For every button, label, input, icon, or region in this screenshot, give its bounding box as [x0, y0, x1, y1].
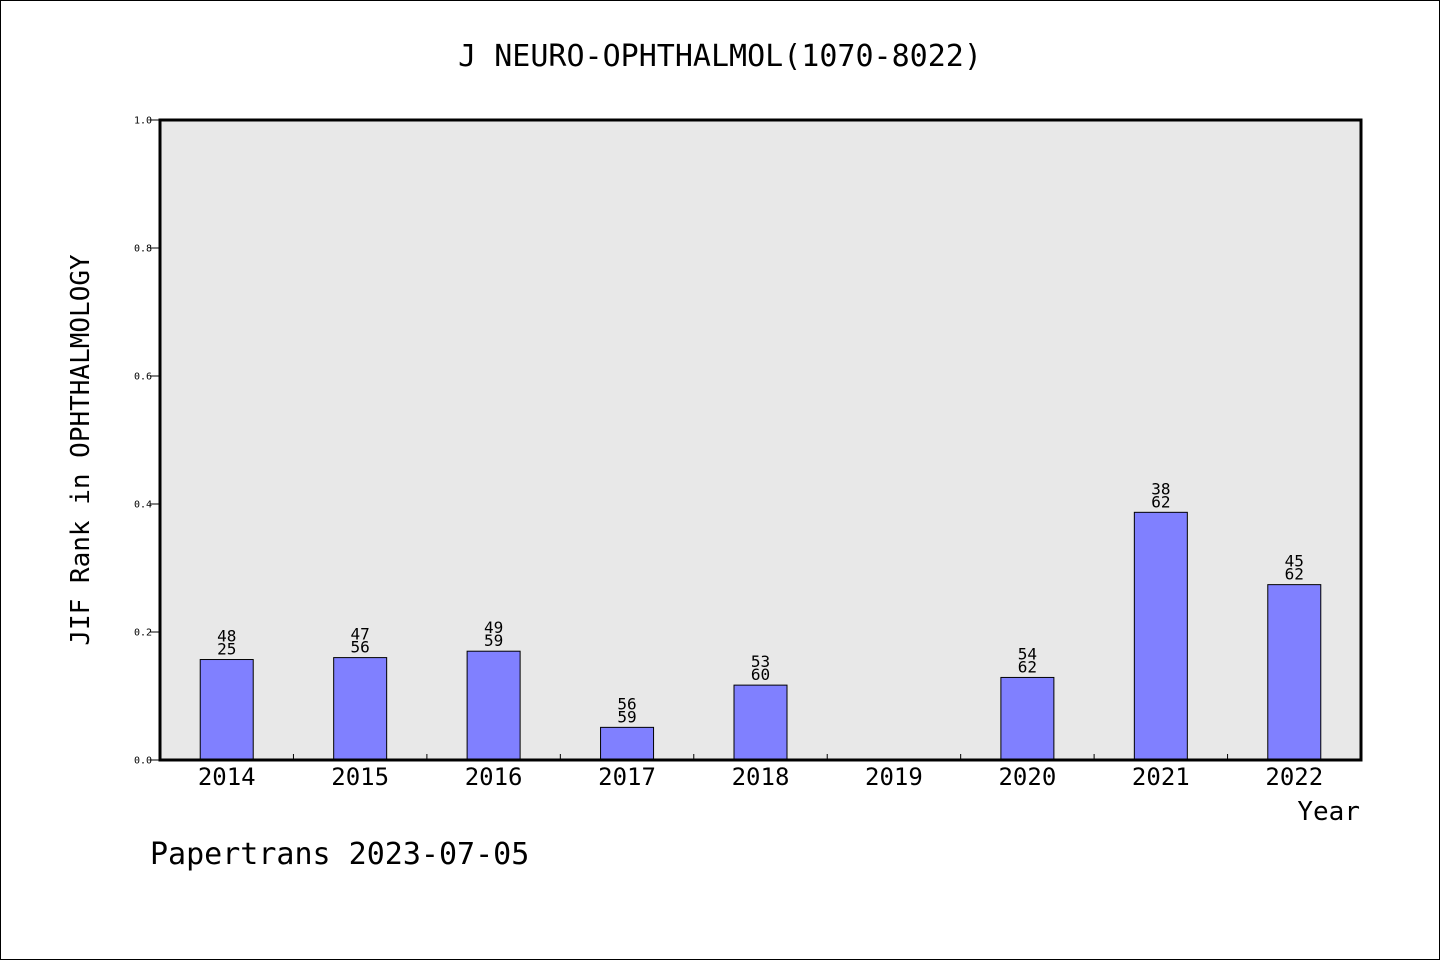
bar-label-top: 38 — [1151, 479, 1170, 498]
bar-label-top: 47 — [351, 625, 370, 644]
x-tick-label: 2019 — [865, 763, 923, 791]
bar-label-bottom: 62 — [1018, 657, 1037, 676]
y-axis-label: JIF Rank in OPHTHALMOLOGY — [66, 254, 96, 646]
bar-2014 — [199, 659, 254, 761]
bar-2015 — [333, 657, 388, 761]
bar-label-bottom: 62 — [1285, 565, 1304, 584]
x-tick-label: 2014 — [198, 763, 256, 791]
bar-label-bottom: 62 — [1151, 492, 1170, 511]
x-tick-label: 2021 — [1132, 763, 1190, 791]
x-tick-label: 2018 — [732, 763, 790, 791]
bar-label-bottom: 60 — [751, 665, 770, 684]
x-tick-label: 2016 — [465, 763, 523, 791]
bar-label-top: 49 — [484, 618, 503, 637]
chart-title: J NEURO-OPHTHALMOL(1070-8022) — [458, 39, 982, 74]
y-tick-label: 0.4 — [134, 500, 152, 511]
bar-label-top: 48 — [217, 627, 236, 646]
y-axis-ticks: 0.0 0.2 0.4 0.6 0.8 1.0 — [134, 116, 160, 767]
y-tick-label: 0.2 — [134, 628, 152, 639]
y-tick-label: 1.0 — [134, 116, 152, 127]
x-tick-label: 2022 — [1265, 763, 1323, 791]
plot-border — [158, 118, 1363, 762]
bar-label-bottom: 56 — [351, 638, 370, 657]
bar-label-top: 56 — [617, 694, 636, 713]
bars — [199, 511, 1322, 761]
bar-2020 — [1000, 676, 1055, 761]
bar-label-top: 54 — [1018, 644, 1037, 663]
x-tick-label: 2017 — [598, 763, 656, 791]
x-tick-label: 2015 — [331, 763, 389, 791]
x-axis-ticks: 2014 2015 2016 2017 2018 2019 2020 2021 2022 — [198, 754, 1323, 791]
y-tick-label: 0.0 — [134, 756, 152, 767]
bar-2022 — [1267, 584, 1322, 761]
x-tick-label: 2020 — [998, 763, 1056, 791]
bar-label-bottom: 25 — [217, 640, 236, 659]
bar-2017 — [600, 726, 655, 761]
bar-2018 — [733, 684, 788, 761]
bar-label-top: 45 — [1285, 552, 1304, 571]
x-axis-label: Year — [1297, 797, 1360, 827]
y-tick-label: 0.6 — [134, 372, 152, 383]
bar-label-bottom: 59 — [484, 631, 503, 650]
bar-2021 — [1133, 511, 1188, 761]
bar-label-top: 53 — [751, 652, 770, 671]
footer-text: Papertrans 2023-07-05 — [150, 837, 529, 872]
y-tick-label: 0.8 — [134, 244, 152, 255]
bar-label-bottom: 59 — [617, 707, 636, 726]
bar-2016 — [466, 650, 521, 761]
